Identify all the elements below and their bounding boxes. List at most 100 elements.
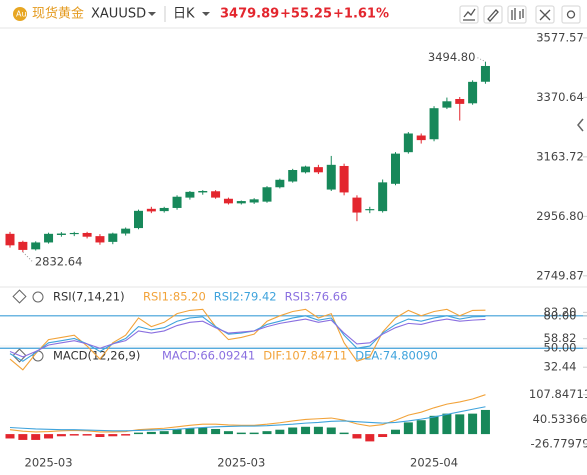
macd-bar — [185, 428, 195, 435]
candle-body — [480, 65, 490, 82]
candle-body — [108, 233, 118, 242]
macd-bar — [211, 428, 221, 435]
candle-body — [211, 191, 221, 198]
macd-bar — [249, 432, 259, 435]
candle-body — [339, 165, 349, 193]
candle-body — [172, 196, 182, 208]
macd-bar — [146, 431, 156, 435]
candle-icon[interactable] — [511, 8, 524, 20]
period[interactable]: 日K — [173, 7, 195, 22]
macd-bar — [262, 431, 272, 435]
macd-bar — [326, 427, 336, 435]
macd-bar — [236, 432, 246, 435]
rsi-line — [9, 308, 486, 371]
dropdown-icon[interactable] — [148, 12, 156, 16]
legend-entry: RSI3:76.66 — [285, 290, 348, 304]
macd-bar — [56, 434, 66, 437]
tool-button[interactable] — [535, 5, 555, 24]
candle-body — [69, 232, 79, 235]
candle-body — [378, 182, 388, 212]
rsi-title: RSI(7,14,21) — [53, 290, 125, 304]
candle-body — [223, 198, 233, 204]
max-label: 3494.80 — [428, 50, 476, 64]
macd-bar — [429, 415, 439, 435]
tool-button[interactable] — [459, 5, 479, 24]
macd-bar — [134, 432, 143, 435]
candle-body — [262, 187, 272, 202]
y-tick-label: 50.00 — [544, 341, 577, 355]
macd-bar — [159, 431, 169, 435]
macd-bar — [288, 427, 298, 435]
draw-icon[interactable] — [487, 9, 499, 22]
candle-body — [429, 108, 439, 140]
candle-body — [468, 81, 478, 104]
candle-body — [442, 101, 452, 108]
settings-icon[interactable] — [32, 291, 44, 303]
macd-bar — [378, 434, 388, 438]
indicator-icon[interactable] — [463, 8, 476, 21]
candle-body — [18, 241, 28, 250]
macd-bar — [121, 434, 131, 436]
tool-button[interactable] — [483, 5, 503, 24]
candle-body — [56, 233, 66, 235]
macd-bar — [339, 432, 349, 435]
y-tick-label: 3163.72 — [536, 149, 584, 163]
dropdown-icon[interactable] — [202, 12, 210, 16]
visibility-icon[interactable] — [12, 289, 27, 304]
candle-body — [121, 228, 131, 234]
macd-bar — [365, 434, 375, 442]
legend-entry: RSI2:79.42 — [214, 290, 277, 304]
macd-bar — [108, 434, 118, 437]
macd-bar — [352, 434, 362, 439]
y-tick-label: 107.84711 — [529, 387, 587, 401]
macd-bar — [198, 427, 208, 435]
y-tick-label: 3370.64 — [536, 90, 584, 104]
x-tick-label: 2025-03 — [25, 456, 73, 470]
macd-bar — [18, 434, 28, 440]
y-tick-label: -26.77979 — [530, 436, 587, 450]
toolbar — [459, 5, 581, 24]
candle-body — [5, 233, 15, 246]
candle-body — [82, 232, 92, 237]
candle-body — [146, 208, 156, 212]
expand-icon[interactable] — [539, 9, 551, 21]
change-percent: +1.61% — [333, 7, 389, 22]
macd-bar — [69, 434, 79, 436]
y-tick-label: 40.53366 — [533, 412, 587, 426]
macd-bar — [275, 429, 285, 435]
y-tick-label: 2749.87 — [536, 268, 584, 282]
settings-icon[interactable] — [566, 10, 576, 19]
legend-entry: DIF:107.84711 — [263, 349, 347, 363]
candle-body — [416, 135, 426, 141]
y-tick-label: 58.82 — [544, 331, 577, 345]
candle-body — [236, 201, 246, 204]
macd-bar — [403, 422, 413, 435]
macd-bar — [95, 434, 105, 438]
y-tick-label: 32.44 — [544, 360, 577, 374]
instrument-name[interactable]: 现货黄金 — [32, 6, 84, 22]
y-tick-label: 3577.57 — [536, 30, 584, 44]
candle-body — [95, 236, 105, 243]
logo — [13, 7, 27, 21]
candle-body — [403, 133, 413, 153]
candle-body — [134, 210, 143, 229]
macd-bar — [480, 409, 490, 435]
symbol[interactable]: XAUUSD — [91, 7, 146, 22]
tool-button[interactable] — [561, 5, 581, 24]
candle-body — [365, 209, 375, 211]
collapse-arrow[interactable] — [577, 118, 584, 132]
candle-body — [44, 233, 54, 243]
tool-button[interactable] — [507, 5, 527, 24]
candle-body — [455, 98, 465, 104]
candle-body — [159, 207, 169, 212]
visibility-icon[interactable] — [12, 348, 27, 363]
macd-bar — [31, 434, 41, 440]
macd-bar — [313, 426, 323, 435]
price: 3479.89 — [220, 7, 279, 22]
candle-body — [313, 167, 323, 173]
x-tick-label: 2025-03 — [217, 456, 265, 470]
y-tick-label: 80.00 — [544, 308, 577, 322]
macd-bar — [391, 429, 400, 435]
